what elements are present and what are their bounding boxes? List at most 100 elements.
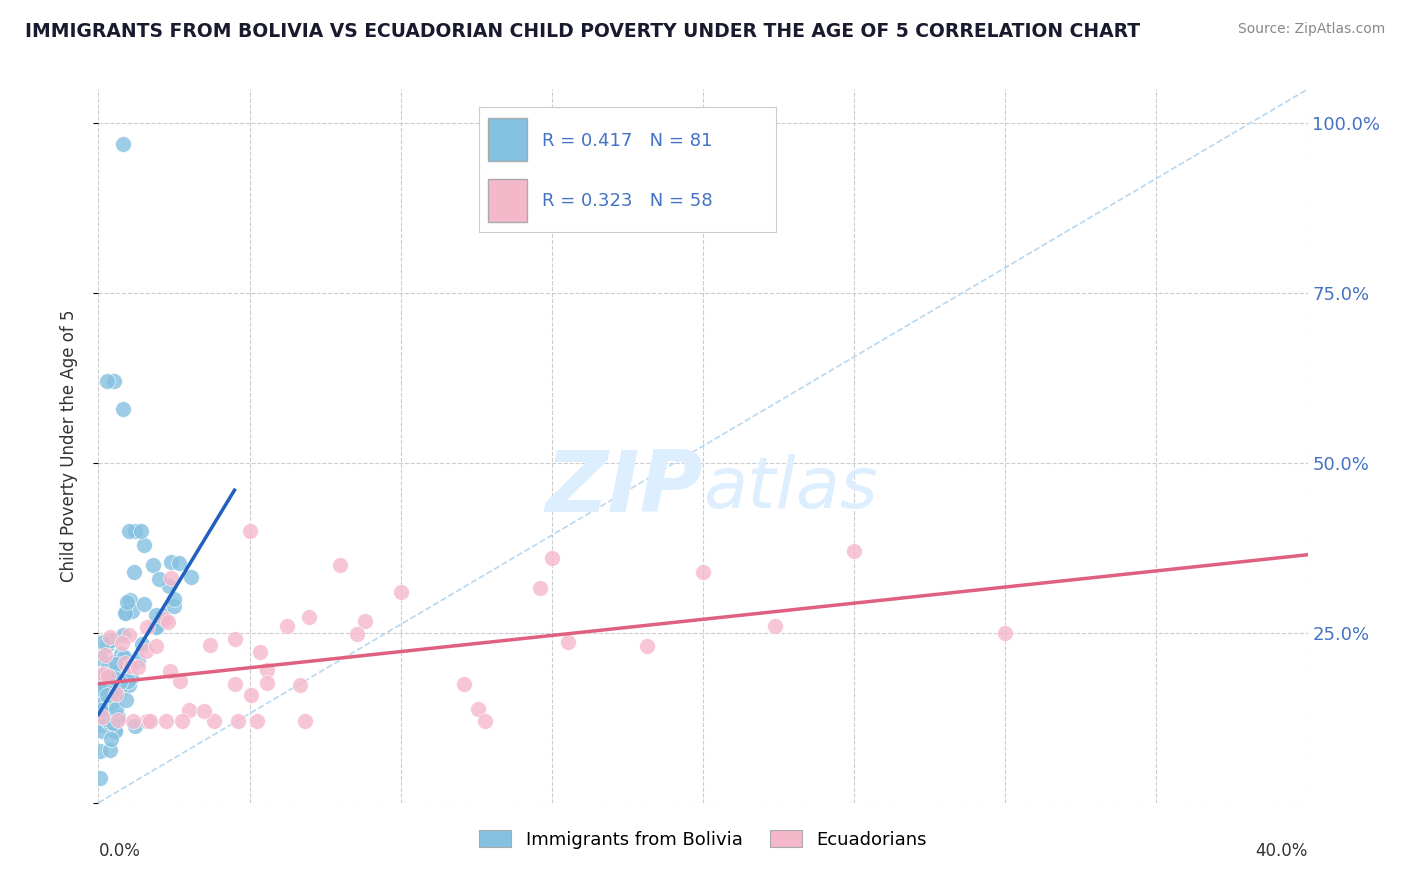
Point [101, 656, 124, 670]
Point [98, 690, 121, 704]
Point [104, 724, 127, 739]
Point [298, 609, 321, 624]
Point [353, 614, 375, 628]
Point [132, 597, 155, 611]
Point [540, 551, 562, 566]
Point [132, 537, 155, 551]
Point [111, 628, 134, 642]
Point [93, 648, 115, 662]
Point [163, 599, 186, 613]
Point [145, 620, 167, 634]
Point [124, 524, 146, 538]
Text: ZIP: ZIP [546, 447, 703, 531]
Point [91, 635, 114, 649]
Legend: Immigrants from Bolivia, Ecuadorians: Immigrants from Bolivia, Ecuadorians [470, 822, 936, 858]
Point [105, 690, 128, 704]
Point [108, 686, 131, 700]
Point [127, 653, 149, 667]
Point [91, 709, 114, 723]
Point [96, 712, 118, 726]
Point [103, 665, 125, 679]
Point [170, 714, 193, 729]
Point [118, 678, 141, 692]
Point [118, 628, 141, 642]
Point [93, 678, 115, 692]
Point [111, 136, 134, 151]
Point [96, 375, 118, 389]
Point [89, 681, 111, 695]
Point [111, 401, 134, 416]
Point [346, 626, 368, 640]
Point [115, 607, 138, 621]
Point [105, 657, 128, 671]
Point [329, 558, 352, 572]
Point [115, 595, 138, 609]
Point [198, 638, 221, 652]
Point [105, 702, 128, 716]
Point [115, 693, 138, 707]
Point [994, 626, 1017, 640]
Point [177, 703, 200, 717]
Point [114, 607, 136, 621]
Point [103, 684, 125, 698]
Point [107, 710, 129, 724]
Point [145, 639, 167, 653]
Point [169, 556, 191, 570]
Point [91, 667, 114, 681]
Point [249, 645, 271, 659]
Point [117, 674, 139, 689]
Point [118, 524, 141, 538]
Point [110, 647, 132, 661]
Point [96, 638, 118, 652]
Point [193, 704, 215, 718]
Point [89, 718, 111, 732]
Point [389, 585, 412, 599]
Point [89, 772, 111, 786]
Point [180, 570, 202, 584]
Point [290, 678, 312, 692]
Point [96, 688, 118, 702]
Point [202, 714, 225, 729]
Point [114, 656, 136, 670]
Text: Source: ZipAtlas.com: Source: ZipAtlas.com [1237, 22, 1385, 37]
Point [127, 659, 149, 673]
Point [103, 657, 125, 672]
Point [157, 615, 180, 630]
Point [122, 714, 145, 729]
Point [763, 619, 786, 633]
Point [474, 714, 496, 729]
Point [131, 637, 153, 651]
Point [89, 744, 111, 758]
Point [105, 710, 128, 724]
Point [104, 687, 127, 701]
Text: 0.0%: 0.0% [98, 842, 141, 860]
Point [276, 619, 298, 633]
Point [256, 663, 278, 677]
Point [100, 697, 122, 711]
Point [101, 688, 124, 702]
Point [94, 706, 117, 721]
Point [94, 667, 117, 681]
Point [155, 714, 177, 729]
Point [160, 555, 183, 569]
Point [246, 714, 269, 729]
Point [103, 672, 125, 686]
Point [145, 619, 167, 633]
Point [153, 612, 176, 626]
Text: IMMIGRANTS FROM BOLIVIA VS ECUADORIAN CHILD POVERTY UNDER THE AGE OF 5 CORRELATI: IMMIGRANTS FROM BOLIVIA VS ECUADORIAN CH… [25, 22, 1140, 41]
Point [160, 571, 183, 585]
Point [152, 608, 174, 623]
Point [529, 582, 551, 596]
Point [224, 632, 246, 646]
Point [98, 743, 121, 757]
Y-axis label: Child Poverty Under the Age of 5: Child Poverty Under the Age of 5 [59, 310, 77, 582]
Point [163, 591, 186, 606]
Point [98, 630, 121, 644]
Point [240, 688, 263, 702]
Point [124, 718, 146, 732]
Point [97, 669, 120, 683]
Point [169, 674, 191, 689]
Point [104, 724, 127, 739]
Text: atlas: atlas [703, 454, 877, 524]
Point [118, 593, 141, 607]
